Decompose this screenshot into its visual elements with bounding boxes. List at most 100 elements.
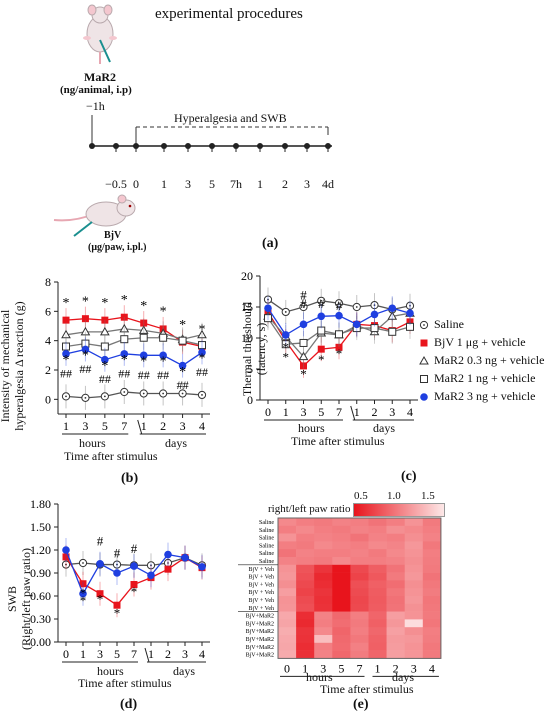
heatmap-cell [368,619,387,628]
stim-label: BjV [104,230,122,241]
x-tick-label: 7 [336,405,342,419]
y-tick-label: 5 [247,362,253,376]
heatmap-cell [350,650,369,659]
heatmap-cell [404,603,424,612]
heatmap-cell [350,588,369,597]
data-point [113,601,121,609]
data-point [317,312,326,321]
heatmap-xlabel: Time after stimulus [320,682,414,696]
heatmap-cell [422,635,442,644]
heatmap-cell [314,564,333,573]
chart-b-group1: hours [79,436,106,450]
heatmap-cell [332,518,351,527]
heatmap-cell [368,557,387,566]
heatmap-cell [314,619,333,628]
y-tick-label: 10 [241,331,253,345]
heatmap-cell [422,525,442,534]
heatmap-cell [368,642,387,651]
panel-a: experimental procedures MaR2 (ng/animal,… [0,0,550,255]
heatmap-row-label: BjV+MaR2 [246,629,274,635]
data-point [388,304,397,313]
heatmap-cell [278,557,297,566]
heatmap-cell [386,619,405,628]
heatmap-cell [386,533,405,542]
heatmap-cell [332,533,351,542]
data-point [113,569,121,577]
x-tick-label: 3 [301,405,307,419]
heatmap-cell [332,619,351,628]
heatmap-cell [404,580,424,589]
heatmap-cell [278,619,297,628]
heatmap-cell [296,635,315,644]
heatmap-cell [296,564,315,573]
heatmap-cell [386,541,405,550]
data-point-dot [123,391,126,393]
data-point [181,553,189,562]
heatmap-cell [386,525,405,534]
legend-label: BjV 1 μg + vehicle [434,335,526,349]
y-tick-label: 6 [45,304,51,318]
significance-mark: * [336,346,343,361]
data-point-dot [373,304,376,307]
heatmap-cell [368,611,387,620]
heatmap-cell [350,525,369,534]
data-point [79,589,87,598]
data-point [370,324,379,333]
x-tick-label: 0 [63,647,69,661]
window-label: Hyperalgesia and SWB [174,111,287,125]
data-point [164,565,172,573]
significance-mark: * [283,350,290,365]
heatmap-row-label: Saline [259,528,274,534]
heatmap-cell [422,619,442,628]
heatmap-cell [296,557,315,566]
data-point [147,571,155,580]
heatmap-cell [404,518,424,527]
heatmap-cell [278,541,297,550]
data-point [120,313,128,321]
heatmap-cell [296,518,315,527]
heatmap-cell [314,533,333,542]
heatmap-cell [404,642,424,651]
data-point [198,348,206,357]
data-point [387,311,398,320]
chart-c-ylabel-2: (latency, s) [254,322,268,376]
x-tick-label: 5 [318,405,324,419]
heatmap-cell [296,580,315,589]
heatmap-cell [368,596,387,605]
heatmap-row-label: BjV + Veh [249,575,275,581]
chart-d-xlabel: Time after stimulus [78,676,172,690]
colorbar-title: right/left paw ratio [268,503,351,515]
data-point [62,553,70,561]
data-point [198,563,206,571]
y-tick-label: 1.50 [30,520,51,534]
heatmap-cell [404,627,424,636]
chart-b-ylabel-1: Intensity of mechanical [0,309,12,423]
heatmap-cell [404,611,424,620]
heatmap-cell [422,564,442,573]
heatmap-cell [314,557,333,566]
timeline-tick-label: 5 [209,177,215,191]
chart-c-group2: days [373,421,395,435]
significance-mark: * [140,355,147,370]
heatmap-cell [350,611,369,620]
significance-mark: * [283,340,290,355]
heatmap-cell [314,635,333,644]
heatmap-cell [368,564,387,573]
timeline-tick-label: 0 [133,177,139,191]
data-point-dot [162,392,165,395]
chart-d-ylabel-1: SWB [5,586,19,613]
heatmap-cell [278,611,297,620]
heatmap-cell [296,588,315,597]
heatmap-cell [332,603,351,612]
heatmap-x-tick-label: 2 [393,661,399,675]
heatmap-frame [277,517,442,659]
significance-mark: # [131,541,138,556]
significance-mark: * [63,353,70,368]
panel-c-label: (c) [401,469,417,484]
data-point [198,341,206,350]
heatmap-group2: days [392,670,414,684]
significance-mark: * [318,352,325,367]
heatmap-cell [332,611,351,620]
heatmap-cell [368,650,387,659]
